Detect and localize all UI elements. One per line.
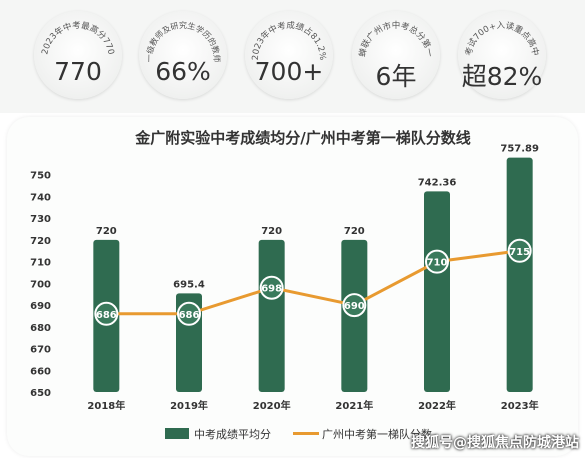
x-tick-label: 2018年 [87,399,125,412]
stat-caption: 考试700+入读重点高中 [464,20,541,57]
stat-value: 66% [155,57,211,86]
svg-text:2023年中考最高分770: 2023年中考最高分770 [40,21,115,56]
stat-badge: 2023年中考最高分770 770 [34,11,122,99]
line-point [177,301,201,326]
watermark: 搜狐号@搜狐焦点防城港站 [411,435,579,451]
bar-value-label: 757.89 [500,144,539,155]
bar-value-label: 695.4 [173,279,205,290]
line-point-label: 686 [96,310,117,321]
line-point [425,249,449,274]
bar [258,239,285,392]
x-tick-label: 2023年 [501,399,539,412]
line-point-label: 710 [427,258,448,269]
bar [424,191,450,392]
legend-label: 中考成绩平均分 [194,428,271,441]
chart-title: 金广附实验中考成绩均分/广州中考第一梯队分数线 [134,129,470,147]
bar-value-label: 720 [344,226,365,237]
chart-card: 金广附实验中考成绩均分/广州中考第一梯队分数线 650 660 670 680 690 7… [7,117,578,456]
bar [506,157,533,392]
stat-value: 超82% [461,62,543,91]
line-point [259,275,284,300]
y-tick-label: 700 [30,279,51,290]
bar-value-label: 720 [96,226,117,237]
chart: 金广附实验中考成绩均分/广州中考第一梯队分数线 650 660 670 680 690 7… [30,129,539,412]
y-tick-label: 710 [30,258,51,269]
bar-value-label: 720 [261,226,282,237]
legend-swatch-line [293,432,319,435]
line-point-label: 690 [344,301,365,312]
y-tick-label: 750 [30,171,51,182]
svg-text:2023年中考成绩占81.2%: 2023年中考成绩占81.2% [251,20,327,61]
y-tick-label: 660 [30,366,51,377]
line-point [507,238,532,263]
series-line [106,249,520,316]
x-tick-label: 2019年 [170,399,208,412]
stat-caption: 2023年中考成绩占81.2% [251,20,327,61]
y-tick-label: 650 [30,388,51,399]
y-tick-label: 730 [30,214,51,225]
svg-text:蝉联广州市中考总分第一: 蝉联广州市中考总分第一 [357,20,434,58]
line-point-label: 715 [509,247,530,258]
y-tick-label: 720 [30,236,51,247]
stat-value: 6年 [375,62,417,91]
legend-label: 广州中考第一梯队分数 [322,428,432,441]
stat-value: 700+ [254,57,324,86]
y-tick-label: 670 [30,345,51,356]
y-tick-label: 680 [30,323,51,334]
x-tick-label: 2020年 [253,399,291,412]
line-point-label: 686 [179,310,200,321]
x-tick-label: 2022年 [418,399,456,412]
stat-badge: 一级教师及研究生学历的教师 66% [139,11,227,99]
stat-badge: 蝉联广州市中考总分第一 6年 [352,11,440,99]
stat-caption: 2023年中考最高分770 [40,21,115,56]
svg-text:考试700+入读重点高中: 考试700+入读重点高中 [464,20,541,57]
bar-value-label: 742.36 [418,177,457,188]
stat-badge: 2023年中考成绩占81.2% 700+ [245,11,333,99]
y-tick-label: 740 [30,192,51,203]
line-point [94,301,119,326]
line-point-label: 698 [261,284,282,295]
stat-value: 770 [54,57,102,86]
stat-badge: 考试700+入读重点高中 超82% [458,11,546,99]
x-tick-label: 2021年 [335,399,373,412]
y-tick-label: 690 [30,301,51,312]
line-point [342,293,367,318]
stat-caption: 蝉联广州市中考总分第一 [357,20,434,58]
stats-banner: 2023年中考最高分770 770 一级教师及研究生学历的教师 66% 2023… [0,0,585,113]
legend-swatch-bar [165,428,189,439]
